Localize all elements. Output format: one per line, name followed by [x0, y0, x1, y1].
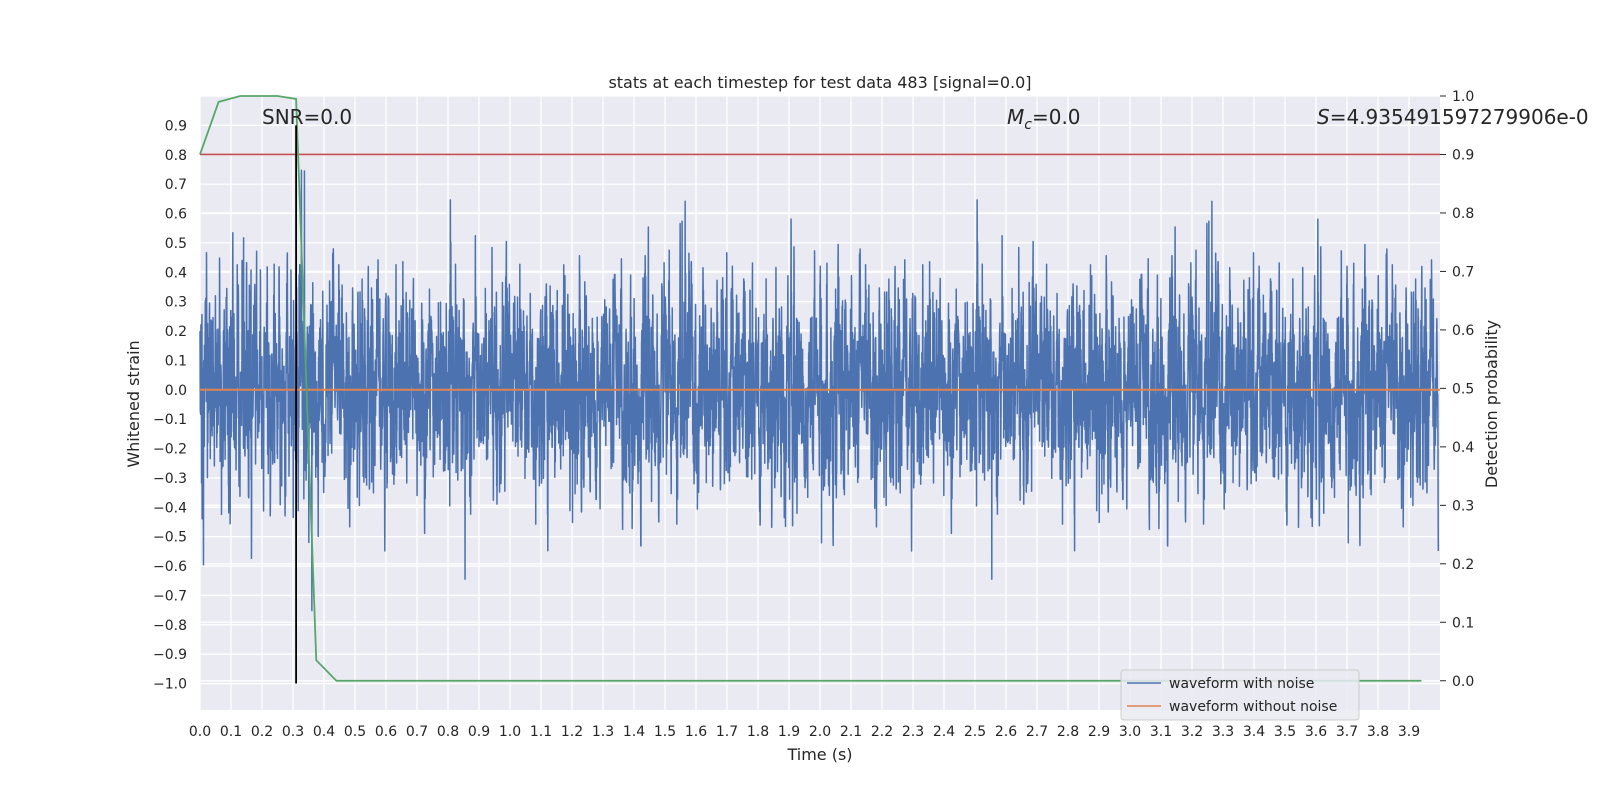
x-tick-label: 3.2: [1181, 724, 1203, 740]
y-tick-label: −0.3: [153, 471, 187, 487]
y-axis-left-label: Whitened strain: [124, 340, 143, 467]
x-tick-label: 3.5: [1274, 724, 1296, 740]
x-tick-label: 1.8: [747, 724, 769, 740]
y-tick-label: −0.4: [153, 500, 187, 516]
x-tick-label: 0.4: [313, 724, 335, 740]
y-tick-label: 0.5: [165, 236, 187, 252]
y-tick-label: 0.6: [165, 207, 187, 223]
y2-tick-label: 0.2: [1452, 557, 1474, 573]
x-tick-label: 1.9: [778, 724, 800, 740]
x-tick-label: 0.6: [375, 724, 397, 740]
x-axis-label: Time (s): [786, 745, 852, 764]
y2-tick-label: 0.3: [1452, 498, 1474, 514]
x-tick-label: 2.3: [902, 724, 924, 740]
y2-tick-label: 0.8: [1452, 206, 1474, 222]
y-tick-label: 0.0: [165, 383, 187, 399]
x-tick-label: 2.6: [995, 724, 1017, 740]
x-tick-label: 0.1: [220, 724, 242, 740]
y-tick-label: 0.4: [165, 265, 187, 281]
chirp-mass-annotation: Mc=0.0: [1007, 105, 1081, 133]
detection-probability-line: [199, 95, 1422, 682]
x-tick-label: 2.8: [1057, 724, 1079, 740]
chart-title: stats at each timestep for test data 483…: [608, 73, 1031, 92]
y2-tick-label: 0.1: [1452, 615, 1474, 631]
y-axis-left-ticks: 0.9 0.8 0.7 0.6 0.5 0.4 0.3 0.2 0.1 0.0 −0.1 −0.2 −0…: [153, 118, 187, 692]
y-tick-label: 0.7: [165, 177, 187, 193]
x-tick-label: 1.2: [561, 724, 583, 740]
x-tick-label: 0.7: [406, 724, 428, 740]
x-tick-label: 2.4: [933, 724, 955, 740]
x-tick-label: 1.6: [685, 724, 707, 740]
x-tick-label: 0.0: [189, 724, 211, 740]
x-tick-label: 3.3: [1212, 724, 1234, 740]
legend-box: [1120, 669, 1360, 721]
x-tick-label: 3.9: [1398, 724, 1420, 740]
x-tick-label: 2.2: [871, 724, 893, 740]
y2-tick-label: 0.5: [1452, 381, 1474, 397]
x-tick-label: 0.8: [437, 724, 459, 740]
x-tick-label: 3.8: [1367, 724, 1389, 740]
y2-tick-label: 0.9: [1452, 147, 1474, 163]
x-tick-label: 1.4: [623, 724, 645, 740]
y-axis-right-ticks: 1.0 0.9 0.8 0.7 0.6 0.5 0.4 0.3 0.2 0.1 0.0: [1440, 89, 1474, 690]
y-tick-label: −1.0: [153, 677, 187, 693]
x-tick-label: 2.0: [809, 724, 831, 740]
legend-label-clean: waveform without noise: [1169, 699, 1337, 715]
y-tick-label: −0.1: [153, 412, 187, 428]
x-tick-label: 2.1: [840, 724, 862, 740]
y-tick-label: 0.1: [165, 353, 187, 369]
x-tick-label: 3.1: [1150, 724, 1172, 740]
chirp-mass-symbol: M: [1007, 105, 1024, 129]
x-tick-label: 3.6: [1305, 724, 1327, 740]
x-tick-label: 1.1: [530, 724, 552, 740]
s-symbol: S: [1317, 105, 1330, 129]
y-tick-label: 0.3: [165, 295, 187, 311]
waveform-with-noise-series: [199, 169, 1440, 612]
x-tick-label: 0.2: [251, 724, 273, 740]
chirp-mass-subscript: c: [1024, 117, 1032, 133]
y-tick-label: −0.2: [153, 442, 187, 458]
y2-tick-label: 0.4: [1452, 440, 1474, 456]
x-tick-label: 0.5: [344, 724, 366, 740]
y-tick-label: 0.9: [165, 118, 187, 134]
y2-tick-label: 0.7: [1452, 264, 1474, 280]
x-tick-label: 1.3: [592, 724, 614, 740]
y2-tick-label: 0.0: [1452, 674, 1474, 690]
x-tick-label: 1.5: [654, 724, 676, 740]
y-tick-label: −0.5: [153, 530, 187, 546]
x-tick-label: 3.0: [1119, 724, 1141, 740]
x-tick-label: 1.7: [716, 724, 738, 740]
s-value: =4.935491597279906e-0: [1330, 105, 1589, 129]
y-tick-label: −0.8: [153, 618, 187, 634]
legend-label-noise: waveform with noise: [1169, 676, 1314, 692]
y-tick-label: 0.2: [165, 324, 187, 340]
x-tick-label: 2.7: [1026, 724, 1048, 740]
x-tick-label: 1.0: [499, 724, 521, 740]
y2-tick-label: 0.6: [1452, 323, 1474, 339]
y-tick-label: −0.6: [153, 559, 187, 575]
y-tick-label: 0.8: [165, 148, 187, 164]
legend: waveform with noise waveform without noi…: [1120, 669, 1360, 721]
x-tick-label: 2.9: [1088, 724, 1110, 740]
y2-tick-label: 1.0: [1452, 89, 1474, 105]
x-tick-label: 0.9: [468, 724, 490, 740]
snr-annotation: SNR=0.0: [262, 105, 352, 129]
y-axis-right-label: Detection probability: [1482, 320, 1501, 488]
y-tick-label: −0.9: [153, 647, 187, 663]
waveform-with-noise-line: [199, 169, 1440, 612]
x-tick-label: 0.3: [282, 724, 304, 740]
x-tick-label: 3.4: [1243, 724, 1265, 740]
s-annotation: S=4.935491597279906e-0: [1317, 105, 1589, 129]
detection-probability-series: [199, 95, 1422, 682]
x-tick-label: 3.7: [1336, 724, 1358, 740]
y-tick-label: −0.7: [153, 588, 187, 604]
x-tick-label: 2.5: [964, 724, 986, 740]
chirp-mass-value: =0.0: [1032, 105, 1081, 129]
x-axis-ticks: 0.0 0.1 0.2 0.3 0.4 0.5 0.6 0.7 0.8 0.9 1.0 1.1 1.2 1…: [189, 724, 1420, 740]
